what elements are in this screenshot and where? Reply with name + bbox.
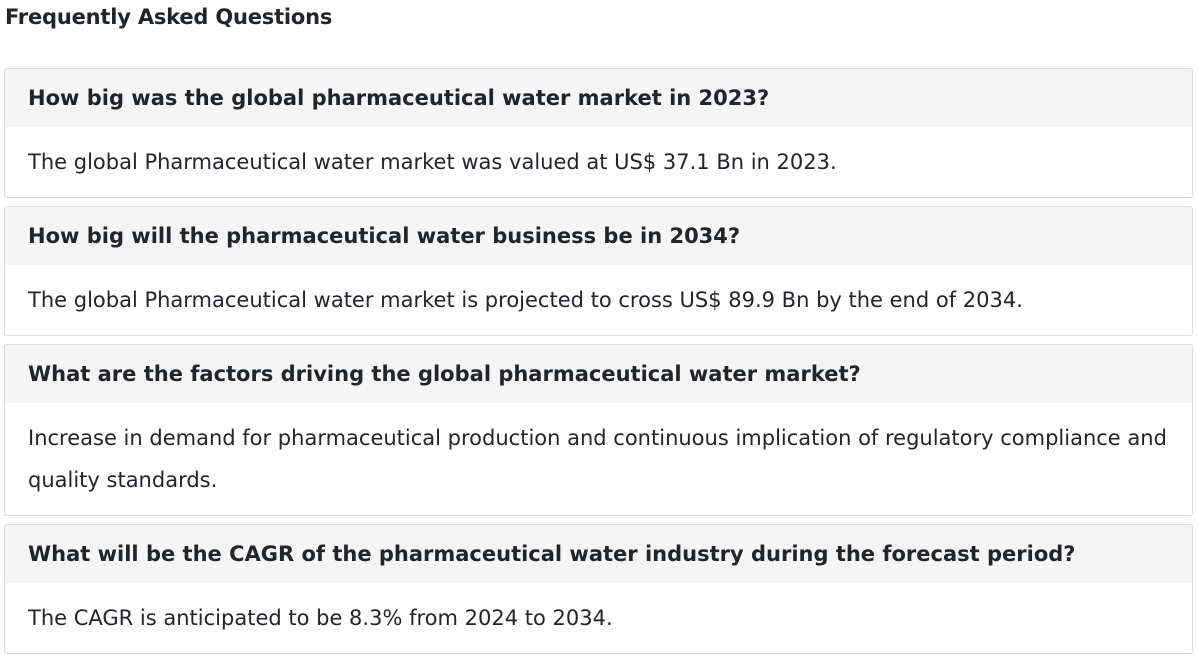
faq-answer: The global Pharmaceutical water market i… bbox=[28, 288, 1023, 312]
faq-item: How big will the pharmaceutical water bu… bbox=[4, 206, 1193, 336]
faq-item: What will be the CAGR of the pharmaceuti… bbox=[4, 524, 1193, 654]
faq-question[interactable]: How big was the global pharmaceutical wa… bbox=[5, 69, 1192, 127]
faq-question[interactable]: What are the factors driving the global … bbox=[5, 345, 1192, 403]
faq-list: How big was the global pharmaceutical wa… bbox=[4, 68, 1193, 654]
faq-question[interactable]: How big will the pharmaceutical water bu… bbox=[5, 207, 1192, 265]
faq-answer: The global Pharmaceutical water market w… bbox=[28, 150, 837, 174]
faq-question[interactable]: What will be the CAGR of the pharmaceuti… bbox=[5, 525, 1192, 583]
faq-title: Frequently Asked Questions bbox=[5, 5, 333, 29]
faq-answer: The CAGR is anticipated to be 8.3% from … bbox=[28, 606, 613, 630]
faq-answer: Increase in demand for pharmaceutical pr… bbox=[28, 426, 1167, 492]
faq-item: How big was the global pharmaceutical wa… bbox=[4, 68, 1193, 198]
faq-item: What are the factors driving the global … bbox=[4, 344, 1193, 516]
